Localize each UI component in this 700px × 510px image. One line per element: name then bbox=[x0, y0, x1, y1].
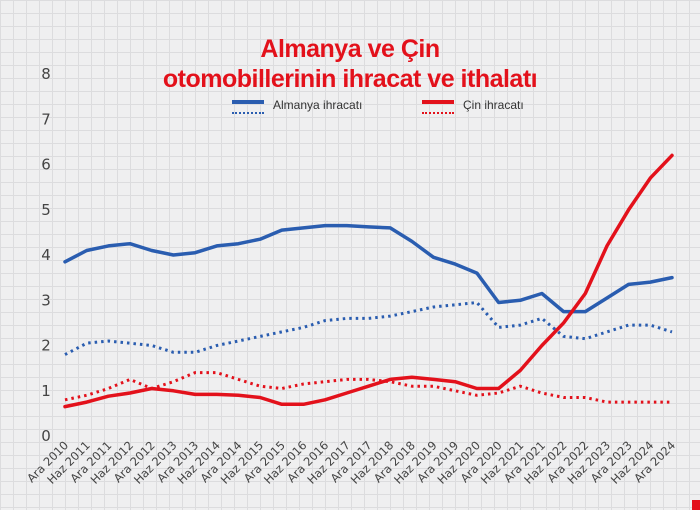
y-tick-label: 7 bbox=[41, 110, 51, 128]
series-line-3 bbox=[64, 371, 672, 404]
legend-solid-swatch-blue bbox=[232, 100, 264, 104]
legend-dotted-swatch-red bbox=[422, 112, 454, 114]
y-tick-label: 4 bbox=[41, 246, 51, 264]
chart-title: Almanya ve Çin otomobillerinin ihracat v… bbox=[0, 34, 700, 94]
brand-corner-mark bbox=[692, 500, 700, 510]
y-axis: 0 1 2 3 4 5 6 7 8 bbox=[41, 65, 51, 445]
y-tick-label: 3 bbox=[41, 291, 51, 309]
chart-title-line1: Almanya ve Çin bbox=[260, 35, 440, 63]
legend-solid-swatch-red bbox=[422, 100, 454, 104]
legend-label: Almanya ihracatı bbox=[273, 98, 363, 112]
y-tick-label: 8 bbox=[41, 65, 51, 83]
legend-item-almanya: Almanya ihracatı bbox=[232, 98, 363, 114]
legend-item-cin: Çin ihracatı bbox=[422, 98, 524, 114]
legend-label: Çin ihracatı bbox=[463, 98, 524, 112]
series-lines bbox=[63, 153, 674, 409]
series-line-2 bbox=[63, 153, 674, 409]
series-line-1 bbox=[64, 301, 673, 356]
y-tick-label: 2 bbox=[41, 337, 51, 355]
legend-dotted-swatch-blue bbox=[232, 112, 264, 114]
y-tick-label: 1 bbox=[41, 382, 51, 400]
chart-title-line2: otomobillerinin ihracat ve ithalatı bbox=[162, 65, 538, 93]
y-tick-label: 6 bbox=[41, 156, 51, 174]
y-tick-label: 5 bbox=[41, 201, 51, 219]
y-tick-label: 0 bbox=[41, 427, 51, 445]
